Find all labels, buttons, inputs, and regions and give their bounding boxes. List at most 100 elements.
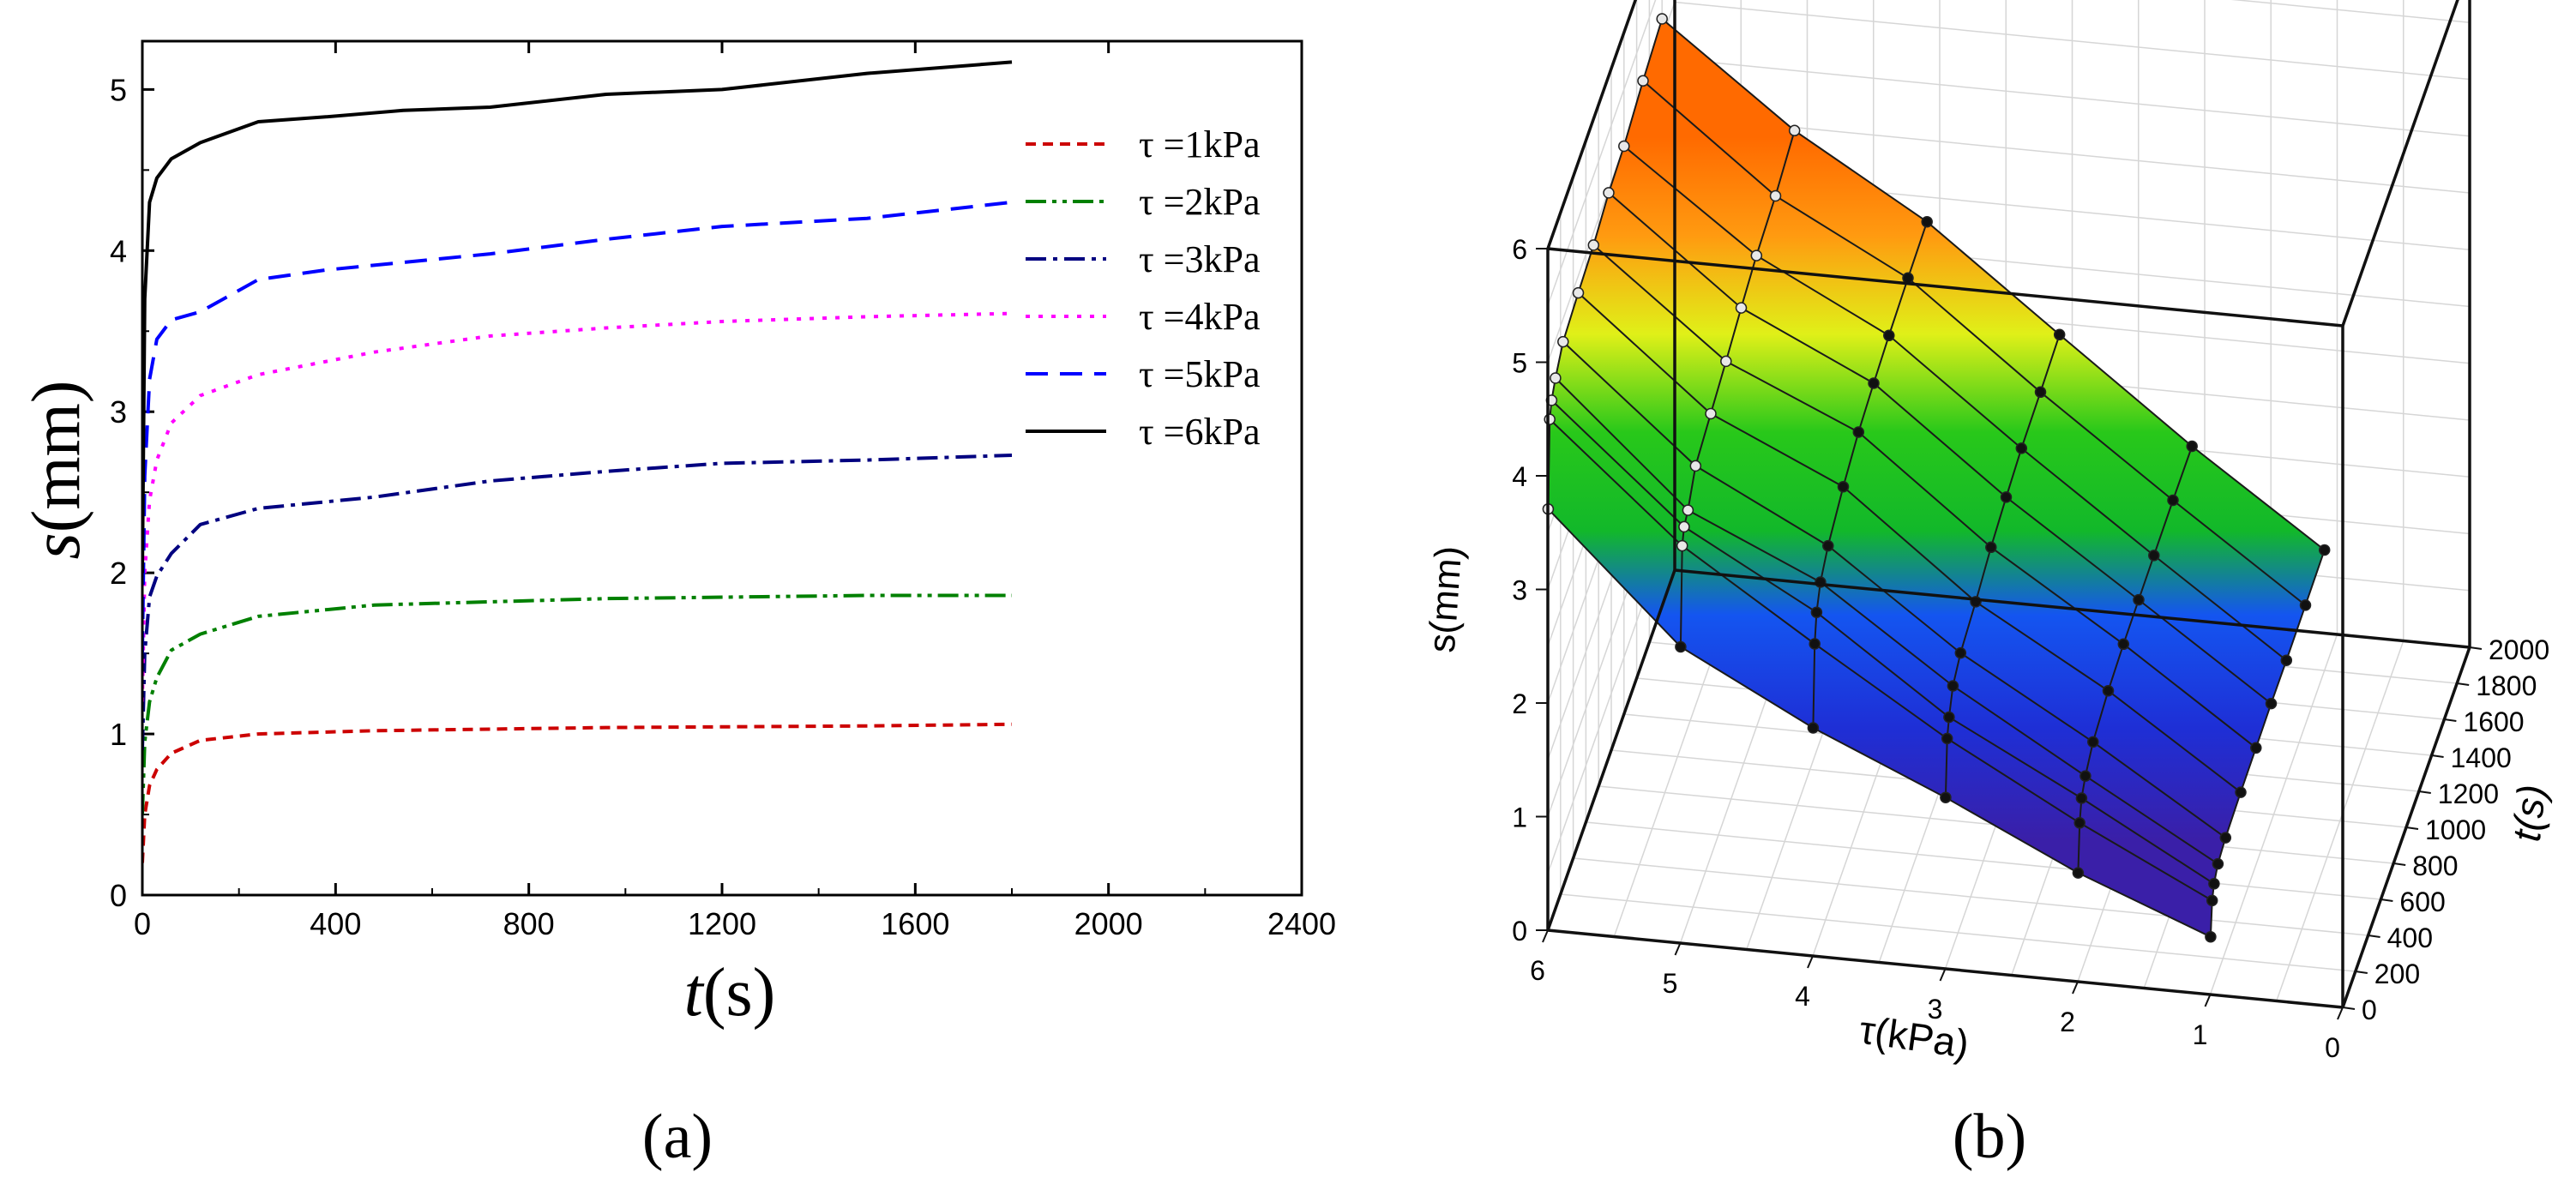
t-tick xyxy=(2405,826,2419,830)
t-tick-label: 2000 xyxy=(2489,634,2549,665)
surface-node xyxy=(1822,539,1834,552)
panel-a-x-tick-labels: 0 400 800 1200 1600 2000 2400 xyxy=(134,906,1336,941)
surface-node xyxy=(1603,187,1615,199)
surface-node xyxy=(2015,442,2028,454)
x-tick-label: 800 xyxy=(503,906,555,941)
surface-mesh-line xyxy=(1661,18,2326,551)
surface-node xyxy=(2235,786,2247,798)
surface-node xyxy=(1837,480,1850,493)
panel-b-s-axis-label: s(mm) xyxy=(1421,544,1471,654)
series-line-2kpa xyxy=(142,593,1012,815)
panel-a-plot-frame xyxy=(141,39,1303,897)
surface-node xyxy=(2280,654,2293,666)
t-tick xyxy=(2355,971,2368,974)
t-tick-label: 0 xyxy=(2362,995,2377,1025)
y-tick-label: 5 xyxy=(110,72,127,107)
floor-grid-line xyxy=(2276,640,2404,1001)
y-tick-label: 2 xyxy=(110,556,127,591)
surface-mesh-line xyxy=(1642,80,2307,606)
t-tick xyxy=(2444,718,2457,722)
panel-a-line-chart: 0 400 800 1200 1600 2000 2400 0 1 2 3 4 5 t(s) s(mm… xyxy=(19,39,1336,1031)
legend-label: τ =5kPa xyxy=(1139,353,1261,395)
surface-node xyxy=(1682,504,1694,516)
t-tick xyxy=(2469,646,2483,650)
t-tick xyxy=(2368,935,2380,938)
surface-node xyxy=(1941,732,1953,745)
x-tick-label: 1200 xyxy=(688,906,756,941)
x-tick-label: 1600 xyxy=(881,906,949,941)
legend-label: τ =6kPa xyxy=(1139,411,1261,453)
t-tick-label: 1600 xyxy=(2463,706,2524,737)
surface-mesh-line xyxy=(1592,244,2257,749)
surface-node xyxy=(2102,684,2115,697)
panel-a-y-tick-labels: 0 1 2 3 4 5 xyxy=(110,72,127,913)
surface-node xyxy=(2072,867,2085,879)
surface-node xyxy=(2186,440,2198,453)
surface-node xyxy=(1735,302,1748,314)
t-tick-label: 600 xyxy=(2399,886,2445,917)
s-tick-label: 1 xyxy=(1512,802,1527,833)
tau-tick xyxy=(2204,994,2212,1007)
panel-a-label: (a) xyxy=(642,1102,713,1172)
surface-node xyxy=(2299,599,2312,611)
surface-node xyxy=(2167,494,2179,507)
surface-node xyxy=(2148,550,2160,562)
t-tick-label: 400 xyxy=(2387,923,2433,953)
left-wall-grid-line xyxy=(1547,0,1657,306)
t-tick xyxy=(2457,682,2470,686)
x-tick-label: 2000 xyxy=(1074,906,1143,941)
surface-node xyxy=(2000,491,2013,503)
surface-node xyxy=(1550,372,1562,384)
series-line-4kpa xyxy=(142,311,1013,702)
panel-b-tick-labels: 0123456020040060080010001200140016001800… xyxy=(1512,234,2549,1063)
surface-node xyxy=(2208,878,2220,890)
surface-node xyxy=(1689,460,1702,472)
surface-mesh-line xyxy=(1555,377,2218,865)
bounding-box-edge xyxy=(1547,247,2344,328)
surface-node xyxy=(1954,646,1967,659)
surface-node xyxy=(1810,606,1823,618)
surface-node xyxy=(2073,817,2085,829)
tau-tick xyxy=(1939,968,1947,982)
y-tick-label: 1 xyxy=(110,717,127,752)
panel-a-legend: τ =1kPa τ =2kPa τ =3kPa τ =4kPa τ =5kPa τ =6k… xyxy=(1026,123,1261,453)
tau-tick-label: 5 xyxy=(1663,968,1678,999)
surface-node xyxy=(2117,638,2130,651)
surface-mesh-line xyxy=(1547,508,2212,938)
legend-label: τ =2kPa xyxy=(1139,181,1261,223)
surface-node xyxy=(2212,857,2224,870)
t-tick-label: 1400 xyxy=(2451,742,2512,773)
y-tick-label: 4 xyxy=(110,233,127,268)
surface-node xyxy=(2079,770,2091,782)
surface-node xyxy=(1544,413,1556,425)
panel-a-y-axis-label: s(mm) xyxy=(19,381,94,560)
panel-a-x-axis-label: t(s) xyxy=(684,955,776,1031)
series-line-1kpa xyxy=(142,722,1013,863)
surface-node xyxy=(1868,377,1880,389)
tau-tick xyxy=(2072,981,2079,995)
surface-node xyxy=(1705,407,1717,420)
surface-node xyxy=(2133,593,2145,606)
surface-node xyxy=(2265,697,2278,710)
surface-node xyxy=(1985,541,1997,554)
t-tick xyxy=(2418,790,2431,794)
surface-node xyxy=(1940,791,1952,803)
surface-node xyxy=(1883,329,1895,342)
surface-node xyxy=(1943,711,1955,724)
surface-node xyxy=(2075,792,2088,804)
s-tick-label: 3 xyxy=(1512,575,1527,606)
surface-node xyxy=(2053,328,2066,341)
surface-node xyxy=(2250,742,2262,754)
bounding-box-edge xyxy=(1546,0,1638,249)
tau-tick-label: 1 xyxy=(2193,1019,2208,1050)
surface-node xyxy=(1720,355,1732,368)
surface-node xyxy=(1788,124,1801,137)
x-tick-label: 0 xyxy=(134,906,151,941)
series-line-6kpa xyxy=(142,60,1013,574)
surface-node xyxy=(1587,239,1600,251)
tau-tick-label: 6 xyxy=(1530,955,1545,986)
surface-node xyxy=(2087,736,2099,748)
surface-node xyxy=(2318,544,2331,556)
y-tick-label: 0 xyxy=(110,878,127,913)
legend-label: τ =3kPa xyxy=(1139,238,1261,280)
